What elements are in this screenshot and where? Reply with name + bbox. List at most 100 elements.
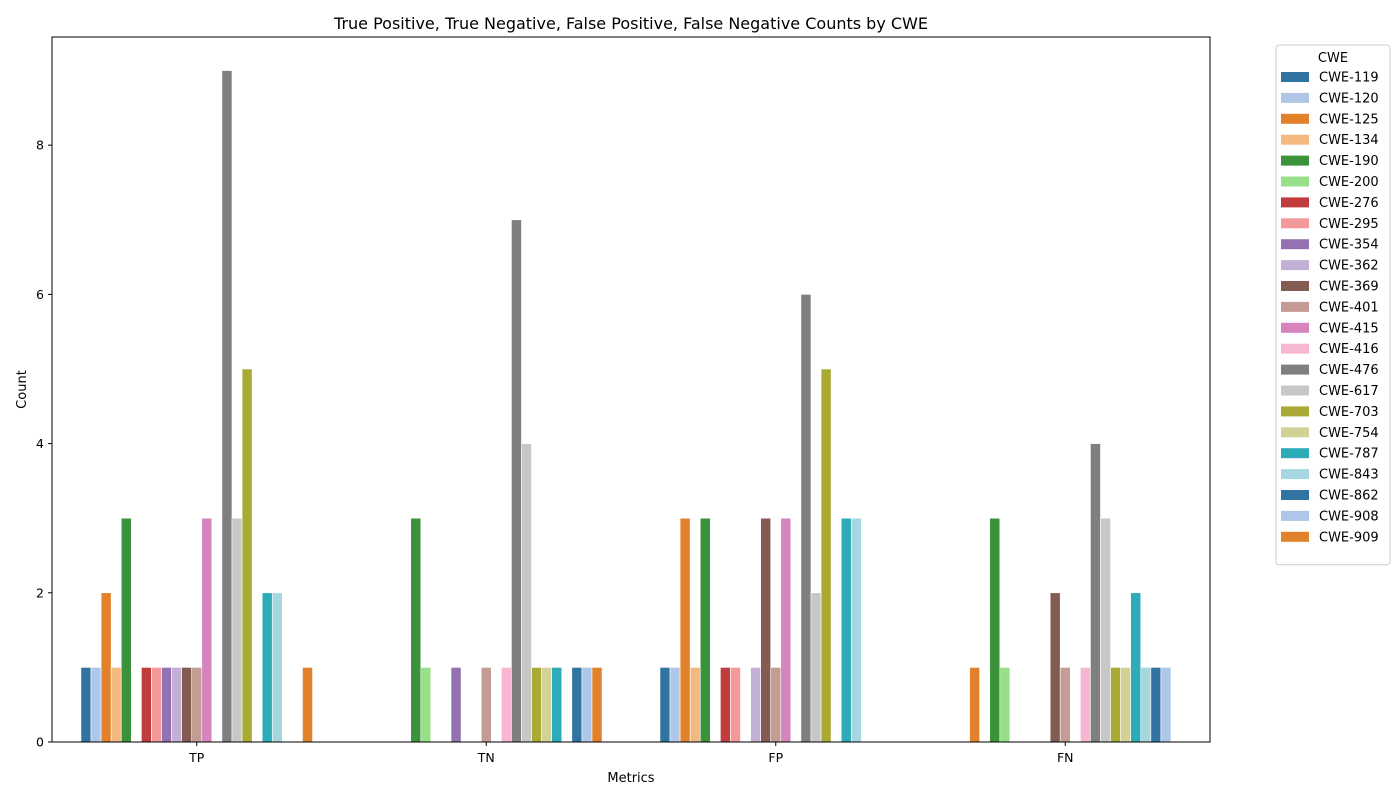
y-tick-label: 4 [36, 436, 44, 451]
bar-cwe-276-fp [720, 667, 731, 743]
legend-swatch [1281, 197, 1309, 208]
x-tick-label: TP [188, 750, 205, 765]
x-tick-label: TN [477, 750, 495, 765]
bar-cwe-843-fn [1140, 667, 1152, 743]
legend-swatch [1281, 281, 1309, 291]
bar-cwe-190-fp [699, 517, 711, 743]
legend-swatch [1281, 72, 1309, 82]
bar-cwe-908-tn [581, 667, 593, 743]
bar-cwe-200-fn [999, 667, 1011, 743]
legend-label: CWE-369 [1319, 280, 1379, 295]
bar-cwe-617-tn [521, 443, 532, 743]
legend-label: CWE-362 [1319, 259, 1379, 274]
bars-group [80, 70, 1172, 743]
bar-cwe-401-tn [480, 667, 492, 743]
legend-swatch [1281, 490, 1309, 500]
bar-cwe-862-fn [1150, 667, 1162, 743]
x-axis-label: Metrics [607, 771, 654, 786]
legend-swatch [1281, 155, 1309, 166]
bar-cwe-190-tp [120, 517, 132, 743]
bar-cwe-362-fp [750, 667, 761, 743]
legend-swatch [1281, 260, 1309, 271]
chart-title: True Positive, True Negative, False Posi… [333, 14, 928, 33]
bar-cwe-415-fp [780, 517, 792, 743]
bar-cwe-416-tn [501, 667, 512, 743]
bar-cwe-200-tn [420, 667, 432, 743]
bar-cwe-354-tn [450, 667, 462, 743]
legend-label: CWE-862 [1319, 489, 1379, 504]
legend-label: CWE-909 [1319, 530, 1379, 545]
y-tick-label: 0 [36, 735, 44, 750]
bar-cwe-703-tp [241, 368, 253, 743]
bar-cwe-295-tp [151, 667, 162, 743]
bar-cwe-754-fn [1120, 667, 1132, 743]
legend-label: CWE-120 [1319, 91, 1379, 106]
bar-cwe-295-fp [730, 667, 741, 743]
legend-label: CWE-617 [1319, 384, 1379, 399]
bar-cwe-119-fp [659, 667, 671, 743]
legend-swatch [1281, 531, 1309, 542]
legend-label: CWE-200 [1319, 175, 1379, 190]
bar-cwe-120-fp [669, 667, 681, 743]
legend: CWE CWE-119 CWE-120 CWE-125 CWE-134 CWE-190 C… [1275, 44, 1391, 566]
bar-cwe-369-fn [1049, 592, 1061, 743]
bar-cwe-369-fp [760, 517, 772, 743]
bar-cwe-120-tp [90, 667, 102, 743]
bar-cwe-862-tn [571, 667, 583, 743]
bar-cwe-401-fn [1059, 667, 1071, 743]
legend-swatch [1281, 113, 1309, 124]
bar-cwe-476-tn [511, 219, 522, 743]
legend-swatch [1281, 301, 1309, 312]
legend-swatch [1281, 322, 1309, 333]
legend-label: CWE-190 [1319, 154, 1379, 169]
bar-cwe-703-fn [1110, 667, 1121, 743]
bar-cwe-703-tn [531, 667, 542, 743]
legend-label: CWE-134 [1319, 133, 1379, 148]
legend-swatch [1281, 176, 1309, 187]
legend-label: CWE-843 [1319, 468, 1379, 483]
legend-swatch [1281, 510, 1309, 521]
y-axis: 0 2 4 6 8 [36, 138, 52, 750]
plot-frame [51, 36, 1211, 743]
bar-cwe-617-fn [1100, 517, 1111, 743]
bar-cwe-843-fp [850, 517, 862, 743]
legend-swatch [1281, 218, 1309, 229]
legend-swatch [1281, 406, 1309, 417]
bar-cwe-617-fp [810, 592, 822, 743]
bar-cwe-369-tp [181, 667, 193, 743]
bar-cwe-354-tp [161, 667, 172, 743]
legend-label: CWE-416 [1319, 342, 1379, 357]
bar-cwe-190-tn [410, 517, 422, 743]
legend-label: CWE-401 [1319, 300, 1379, 315]
legend-label: CWE-295 [1319, 217, 1379, 232]
legend-swatch [1281, 448, 1309, 459]
bar-cwe-416-fn [1080, 667, 1091, 743]
bar-cwe-476-tp [221, 70, 233, 743]
bar-cwe-125-fn [969, 667, 980, 743]
legend-swatch [1281, 92, 1309, 103]
bar-cwe-909-tn [591, 667, 603, 743]
bar-cwe-754-tn [541, 667, 553, 743]
bar-cwe-125-fp [679, 517, 691, 743]
y-tick-label: 2 [36, 585, 44, 600]
legend-label: CWE-119 [1319, 71, 1379, 86]
bar-cwe-843-tp [271, 592, 283, 743]
bar-cwe-401-fp [770, 667, 782, 743]
y-tick-label: 6 [36, 287, 44, 302]
legend-label: CWE-415 [1319, 321, 1379, 336]
bar-cwe-362-tp [171, 667, 182, 743]
bar-cwe-415-tp [201, 517, 213, 743]
bar-cwe-787-tp [261, 592, 273, 743]
legend-swatch [1281, 134, 1309, 145]
bar-cwe-909-tp [302, 667, 313, 743]
legend-label: CWE-787 [1319, 447, 1379, 462]
legend-swatch [1281, 385, 1309, 396]
bar-cwe-190-fn [989, 517, 1001, 743]
bar-cwe-125-tp [100, 592, 112, 743]
bar-cwe-908-fn [1160, 667, 1172, 743]
legend-swatch [1281, 364, 1309, 375]
legend-label: CWE-476 [1319, 363, 1379, 378]
bar-cwe-787-fn [1130, 592, 1142, 743]
